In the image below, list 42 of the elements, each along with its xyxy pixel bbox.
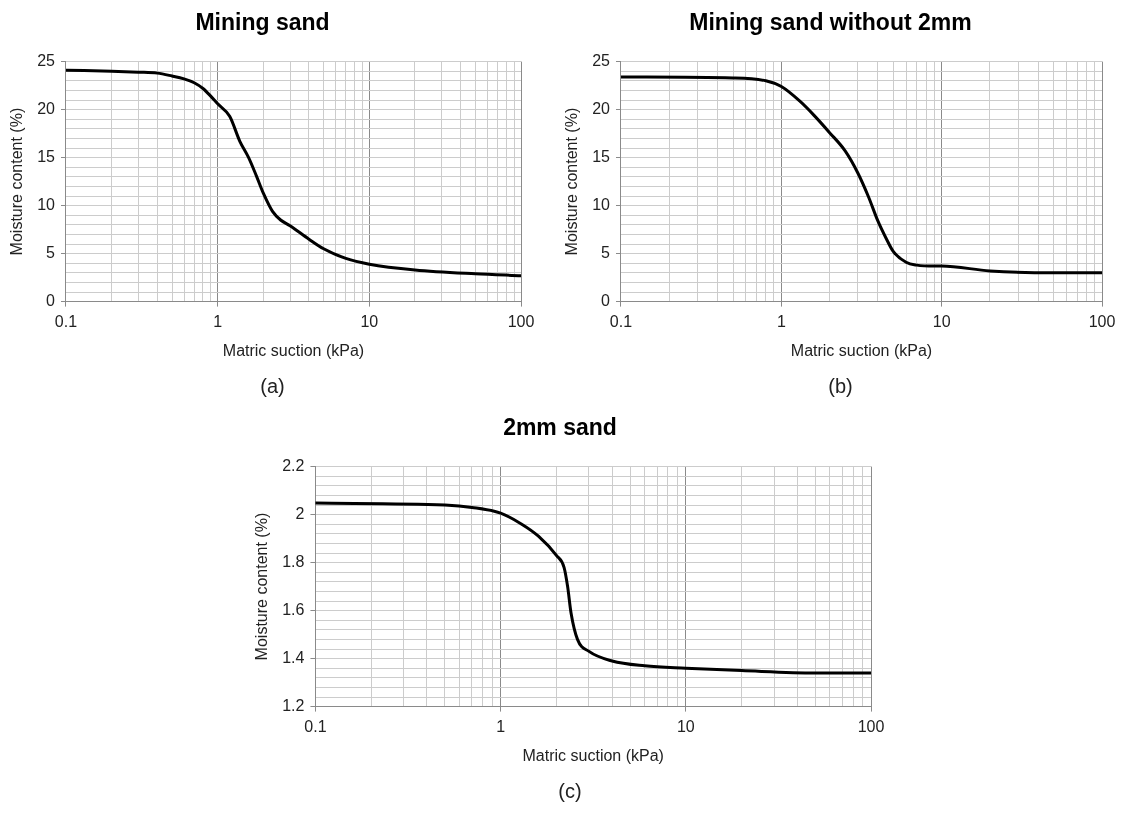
y-tick-label: 25 [37, 52, 56, 70]
y-axis-title: Moisture content (%) [8, 107, 26, 256]
x-tick-label: 100 [857, 717, 885, 735]
y-axis-title: Moisture content (%) [253, 512, 271, 661]
x-tick-label: 10 [932, 312, 951, 330]
text: (a) [259, 375, 286, 398]
x-tick-label: 100 [507, 312, 535, 330]
y-tick-label: 5 [46, 244, 56, 262]
chart-title: Mining sand without 2mm [689, 9, 972, 36]
y-axis-title: Moisture content (%) [563, 107, 581, 256]
x-tick-label: 1 [776, 312, 786, 330]
chart-title: Mining sand [195, 9, 330, 36]
y-tick-label: 2.2 [282, 457, 305, 475]
y-tick-label: 2 [295, 505, 305, 523]
x-tick-label: 10 [360, 312, 379, 330]
x-axis-title: Matric suction (kPa) [222, 341, 365, 359]
y-tick-label: 1.2 [282, 697, 305, 715]
y-tick-label: 0 [46, 292, 56, 310]
y-tick-label: 1.4 [282, 649, 305, 667]
x-tick-label: 1 [213, 312, 223, 330]
text: (c) [557, 780, 583, 803]
y-tick-label: 25 [592, 52, 611, 70]
y-tick-label: 20 [37, 100, 56, 118]
y-tick-label: 0 [601, 292, 611, 310]
x-axis-title: Matric suction (kPa) [790, 341, 933, 359]
y-tick-label: 5 [601, 244, 611, 262]
x-tick-label: 100 [1088, 312, 1116, 330]
x-tick-label: 0.1 [54, 312, 78, 330]
x-tick-label: 0.1 [609, 312, 633, 330]
chart-title: 2mm sand [503, 414, 617, 441]
y-tick-label: 15 [592, 148, 611, 166]
y-tick-label: 1.6 [282, 601, 305, 619]
x-axis-title: Matric suction (kPa) [522, 746, 664, 764]
text: (b) [827, 375, 854, 398]
x-tick-label: 10 [676, 717, 695, 735]
x-tick-label: 1 [496, 717, 506, 735]
y-tick-label: 1.8 [282, 553, 305, 571]
y-tick-label: 10 [592, 196, 611, 214]
x-tick-label: 0.1 [304, 717, 327, 735]
y-tick-label: 15 [37, 148, 56, 166]
y-tick-label: 10 [37, 196, 56, 214]
y-tick-label: 20 [592, 100, 611, 118]
